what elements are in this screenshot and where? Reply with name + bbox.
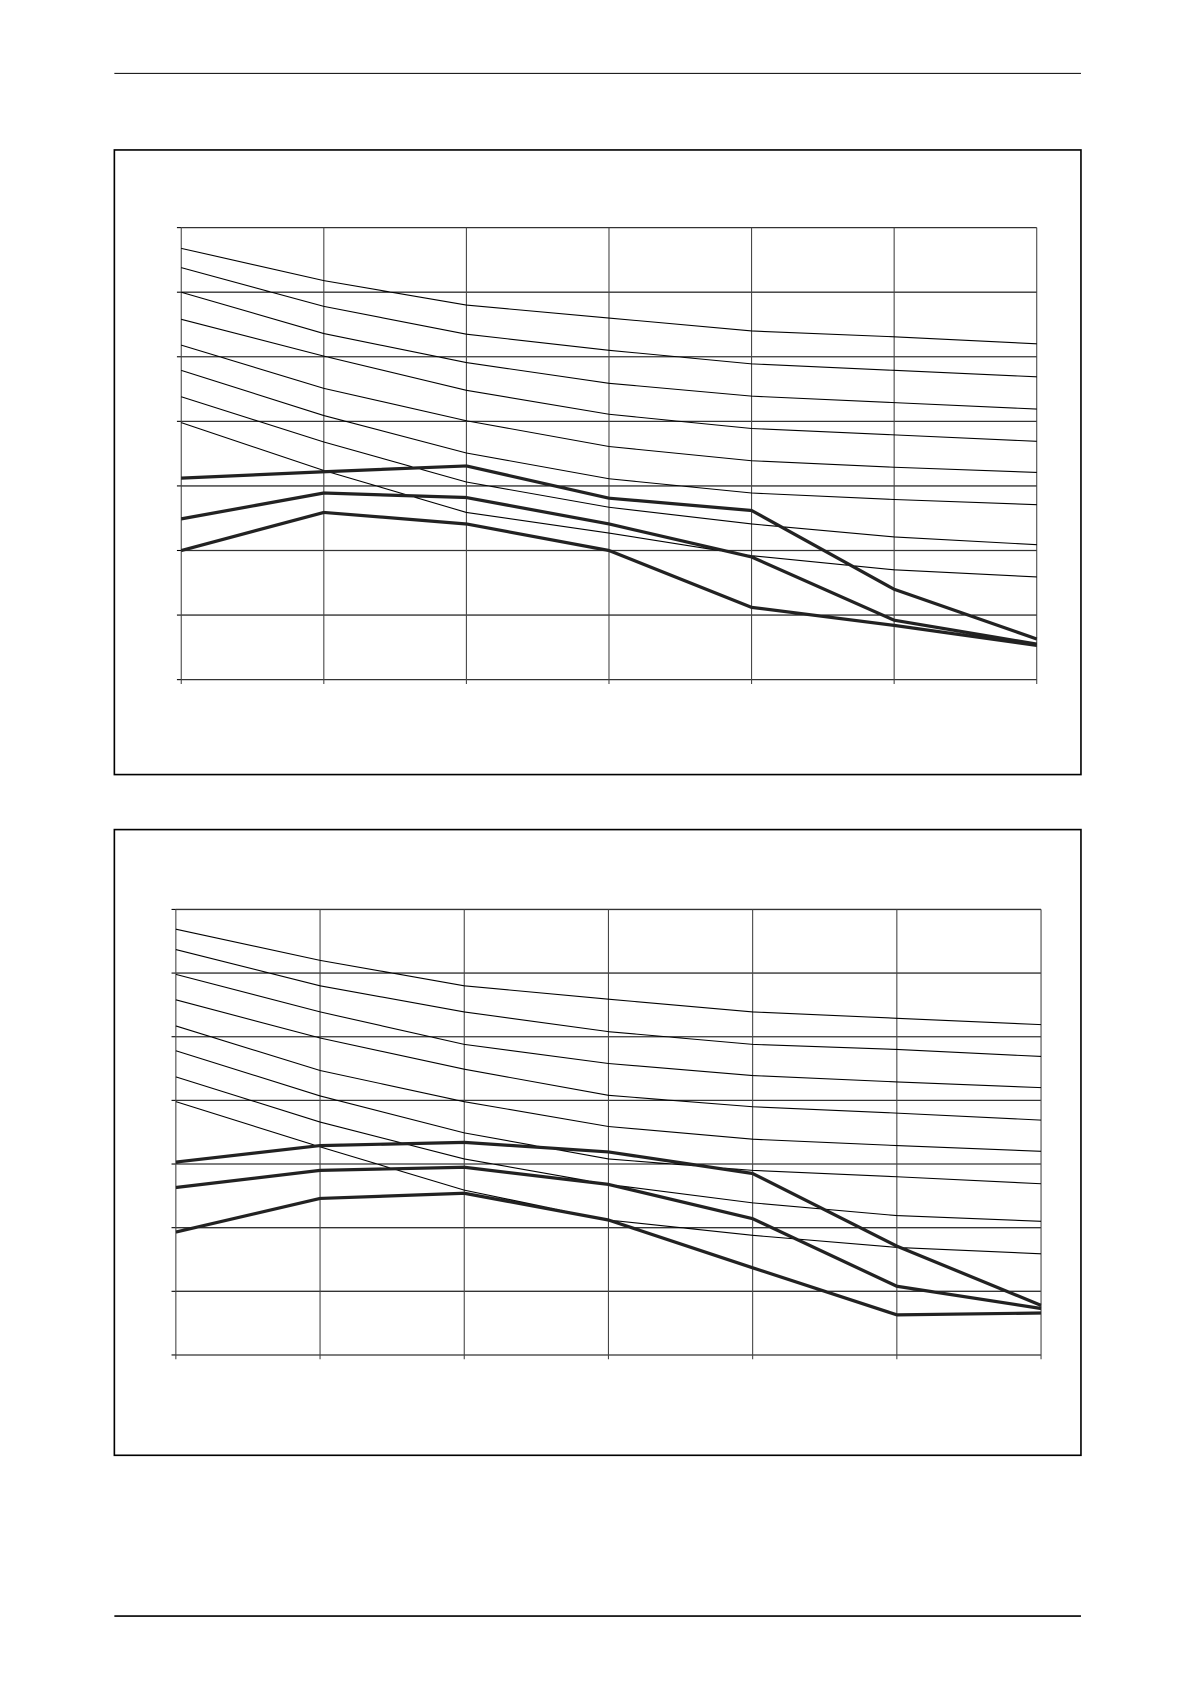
data-line xyxy=(175,1165,1042,1311)
data-line xyxy=(181,318,1037,442)
data-line xyxy=(175,1025,1042,1152)
data-line xyxy=(181,247,1037,345)
data-line xyxy=(175,1050,1042,1185)
data-line xyxy=(181,369,1037,506)
data-line xyxy=(175,949,1042,1058)
data-line xyxy=(175,973,1042,1089)
chart-frame xyxy=(113,149,1082,776)
data-line xyxy=(175,1191,1042,1317)
data-line xyxy=(181,291,1037,410)
data-line xyxy=(181,396,1037,546)
data-line xyxy=(180,491,1037,646)
data-line xyxy=(175,1140,1042,1307)
data-line xyxy=(181,344,1037,473)
chart-frame xyxy=(113,828,1082,1457)
data-line xyxy=(181,267,1037,378)
data-line xyxy=(175,999,1042,1121)
data-line xyxy=(175,928,1042,1026)
data-line xyxy=(180,510,1037,648)
data-line xyxy=(181,464,1038,641)
